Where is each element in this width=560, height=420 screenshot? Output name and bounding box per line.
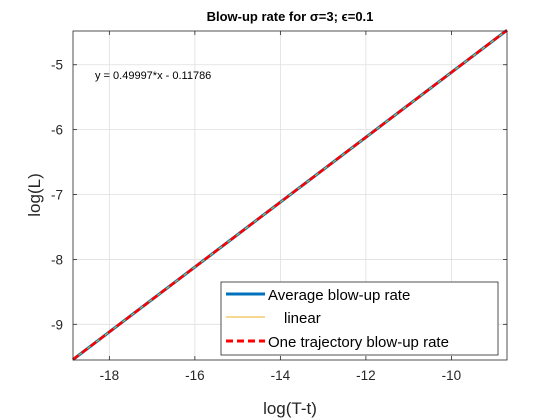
x-tick-label: -16 xyxy=(185,368,205,383)
x-tick-label: -12 xyxy=(356,368,376,383)
legend-label-average: Average blow-up rate xyxy=(268,287,410,304)
y-tick-label: -6 xyxy=(51,123,63,138)
ticks: -18 -16 -14 -12 -10 -9 -8 -7 -6 -5 xyxy=(51,31,507,383)
x-tick-label: -14 xyxy=(271,368,291,383)
y-tick-label: -9 xyxy=(51,317,63,332)
y-tick-label: -8 xyxy=(51,252,63,267)
y-axis-label: log(L) xyxy=(25,173,44,216)
y-tick-label: -7 xyxy=(51,188,63,203)
legend: Average blow-up rate linear One trajecto… xyxy=(220,281,499,356)
x-tick-label: -18 xyxy=(100,368,120,383)
legend-box xyxy=(220,281,499,356)
x-tick-label: -10 xyxy=(442,368,462,383)
plot-frame xyxy=(72,30,508,361)
y-tick-label: -5 xyxy=(51,58,63,73)
fit-equation-annotation: y = 0.49997*x - 0.11786 xyxy=(95,70,211,82)
series-one-trajectory-blowup-rate xyxy=(72,29,508,361)
chart-title: Blow-up rate for σ=3; ϵ=0.1 xyxy=(207,9,374,24)
legend-label-trajectory: One trajectory blow-up rate xyxy=(268,334,449,351)
x-axis-label: log(T-t) xyxy=(263,399,317,418)
series-layer xyxy=(72,28,508,361)
legend-label-linear: linear xyxy=(284,310,321,327)
